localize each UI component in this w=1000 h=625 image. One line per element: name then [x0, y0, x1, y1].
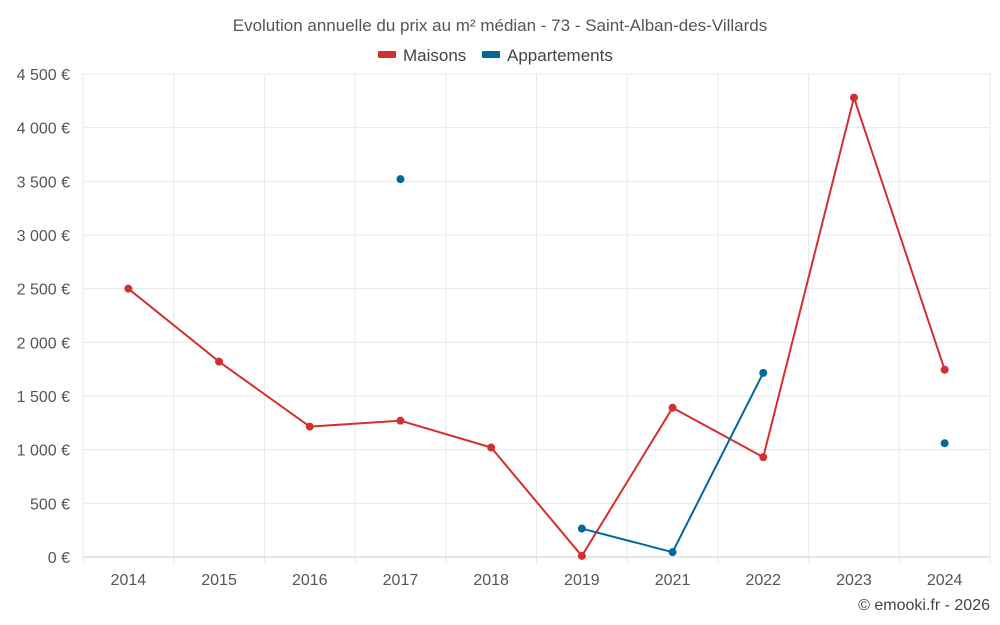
- y-tick-label: 1 000 €: [17, 443, 70, 460]
- y-tick-label: 4 500 €: [17, 67, 70, 84]
- x-tick-label: 2017: [383, 572, 419, 589]
- data-point-maisons-2016[interactable]: [305, 422, 314, 431]
- series: [124, 93, 949, 560]
- x-tick-label: 2014: [111, 572, 147, 589]
- y-tick-label: 500 €: [30, 496, 70, 513]
- legend-label-appartements: Appartements: [507, 46, 613, 65]
- x-tick-label: 2019: [564, 572, 600, 589]
- x-axis: 2014 2015 2016 2017 2018 2019 2021 2022 2023 2024: [111, 572, 963, 589]
- x-tick-label: 2024: [927, 572, 963, 589]
- series-appartements: [396, 175, 949, 557]
- legend-swatch-appartements: [482, 51, 500, 58]
- data-point-appartements-2019[interactable]: [577, 524, 586, 533]
- data-point-maisons-2017[interactable]: [396, 416, 405, 425]
- y-tick-label: 2 500 €: [17, 282, 70, 299]
- y-tick-label: 0 €: [48, 550, 70, 567]
- y-tick-label: 1 500 €: [17, 389, 70, 406]
- data-point-maisons-2018[interactable]: [487, 443, 496, 452]
- y-tick-label: 2 000 €: [17, 335, 70, 352]
- data-point-appartements-2017[interactable]: [396, 175, 405, 184]
- y-axis: 0 € 500 € 1 000 € 1 500 € 2 000 € 2 500 € 3 00…: [17, 67, 70, 567]
- data-point-appartements-2022[interactable]: [759, 368, 768, 377]
- x-tick-label: 2021: [655, 572, 691, 589]
- series-line-appartements: [581, 372, 765, 554]
- gridlines: [82, 73, 991, 563]
- data-point-maisons-2019[interactable]: [577, 551, 586, 560]
- data-point-appartements-2021[interactable]: [668, 548, 677, 557]
- x-tick-label: 2022: [745, 572, 781, 589]
- x-tick-label: 2023: [836, 572, 872, 589]
- data-point-maisons-2014[interactable]: [124, 284, 133, 293]
- series-line-maisons: [127, 96, 946, 557]
- data-point-maisons-2023[interactable]: [849, 93, 858, 102]
- y-tick-label: 3 500 €: [17, 174, 70, 191]
- credit-text: © emooki.fr - 2026: [858, 597, 990, 614]
- series-maisons: [124, 93, 949, 560]
- chart-title: Evolution annuelle du prix au m² médian …: [233, 16, 768, 35]
- x-tick-label: 2015: [201, 572, 237, 589]
- data-point-appartements-2024[interactable]: [940, 439, 949, 448]
- data-point-maisons-2024[interactable]: [940, 365, 949, 374]
- x-tick-label: 2018: [473, 572, 509, 589]
- legend-swatch-maisons: [378, 51, 396, 58]
- legend-label-maisons: Maisons: [403, 46, 466, 65]
- data-point-maisons-2015[interactable]: [215, 357, 224, 366]
- data-point-maisons-2021[interactable]: [668, 403, 677, 412]
- data-point-maisons-2022[interactable]: [759, 453, 768, 462]
- x-tick-label: 2016: [292, 572, 328, 589]
- y-tick-label: 3 000 €: [17, 228, 70, 245]
- y-tick-label: 4 000 €: [17, 121, 70, 138]
- legend: Maisons Appartements: [378, 46, 613, 65]
- legend-item-maisons[interactable]: Maisons: [378, 46, 466, 65]
- legend-item-appartements[interactable]: Appartements: [482, 46, 613, 65]
